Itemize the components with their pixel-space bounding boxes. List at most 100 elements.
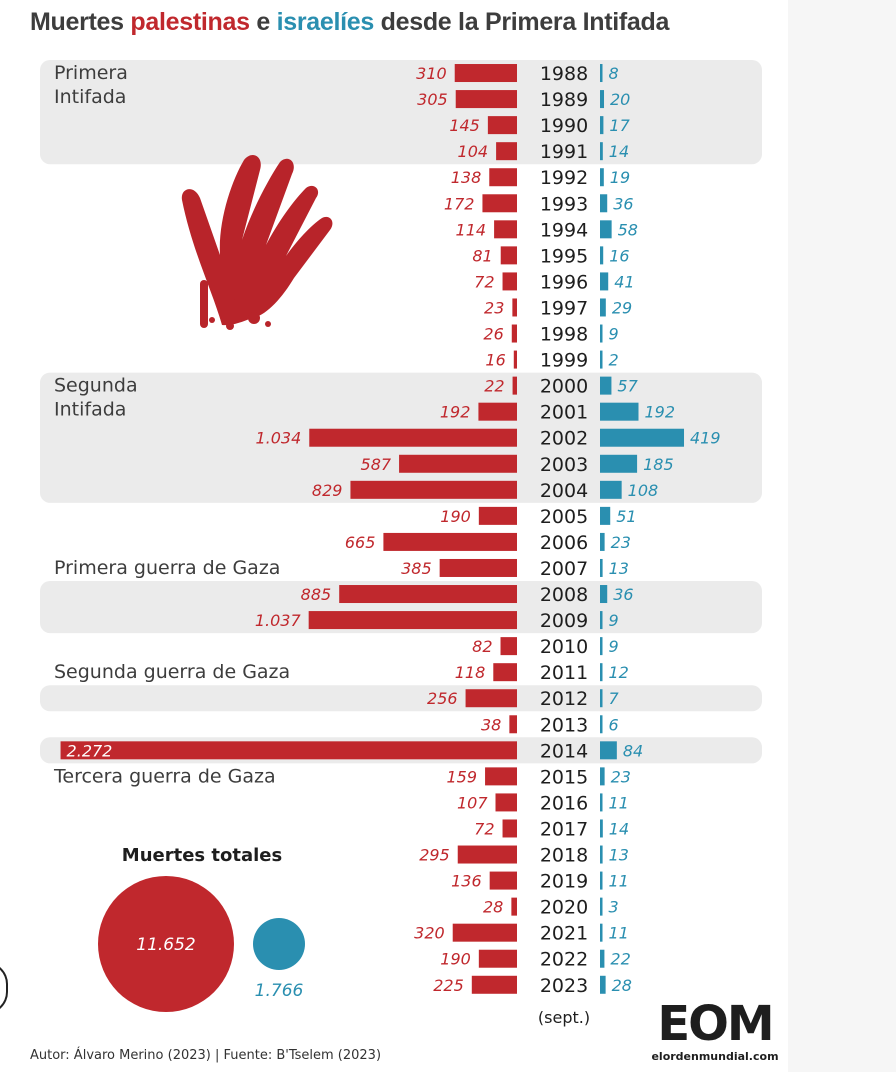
palestinian-bar — [482, 194, 517, 213]
palestinian-value-label: 82 — [472, 637, 492, 656]
palestinian-value-label: 320 — [414, 924, 445, 943]
israeli-bar — [600, 949, 605, 968]
israeli-bar — [600, 819, 603, 838]
right-margin — [788, 0, 896, 1072]
israeli-bar — [600, 793, 603, 812]
israeli-value-label: 2 — [609, 351, 619, 370]
palestinian-bar — [478, 949, 517, 968]
year-label: 1996 — [540, 271, 588, 293]
year-label: 2021 — [540, 923, 588, 945]
palestinian-value-label: 190 — [440, 507, 471, 526]
logo-url: elordenmundial.com — [651, 1050, 779, 1063]
israeli-value-label: 84 — [623, 741, 643, 760]
title-palestinian: palestinas — [130, 8, 250, 36]
israeli-value-label: 22 — [610, 950, 630, 969]
israeli-bar — [600, 506, 611, 525]
year-label: 2004 — [540, 480, 588, 502]
edge-handle[interactable] — [0, 962, 8, 1014]
infographic: Muertes palestinas e israelíes desde la … — [22, 0, 788, 1072]
palestinian-value-label: 114 — [456, 220, 487, 239]
palestinian-value-label: 295 — [419, 846, 450, 865]
year-label: 2019 — [540, 871, 588, 893]
palestinian-value-label: 16 — [485, 351, 505, 370]
israeli-value-label: 9 — [609, 637, 619, 656]
title-part-2: e — [249, 8, 277, 36]
israeli-bar — [600, 663, 603, 682]
palestinian-bar — [399, 454, 517, 473]
blood-drip — [200, 280, 208, 328]
blood-drop — [230, 298, 250, 318]
year-label: 2022 — [540, 949, 588, 971]
israeli-bar — [600, 220, 612, 239]
palestinian-value-label: 829 — [312, 481, 343, 500]
year-label: 2020 — [540, 897, 588, 919]
palestinian-bar — [495, 793, 517, 812]
palestinian-value-label: 587 — [361, 455, 392, 474]
israeli-value-label: 14 — [609, 819, 629, 838]
totals-title: Muertes totales — [122, 845, 282, 866]
palestinian-bar — [511, 897, 517, 916]
palestinian-bar — [478, 402, 517, 421]
logo-mark: EOM — [657, 996, 774, 1052]
israeli-value-label: 58 — [618, 220, 638, 239]
palestinian-value-label: 305 — [417, 90, 448, 109]
period-band — [40, 60, 762, 165]
palestinian-value-label: 138 — [451, 168, 482, 187]
palestinian-bar — [500, 637, 517, 656]
israeli-bar — [600, 741, 617, 760]
palestinian-bar — [439, 558, 517, 577]
period-band — [40, 685, 762, 712]
israeli-bar — [600, 168, 604, 187]
israeli-bar — [600, 689, 603, 708]
palestinian-value-label: 172 — [444, 194, 475, 213]
israeli-value-label: 51 — [616, 507, 636, 526]
israeli-value-label: 19 — [610, 168, 630, 187]
palestinian-value-label: 38 — [481, 715, 501, 734]
palestinian-bar — [513, 350, 517, 369]
palestinian-bar — [457, 845, 517, 864]
israeli-bars: 8201714193658164129925719241918510851231… — [600, 64, 721, 995]
palestinian-value-label: 136 — [451, 872, 482, 891]
period-label: Segunda — [54, 375, 138, 397]
palestinian-bar — [478, 506, 517, 525]
blood-drop — [209, 317, 215, 323]
israeli-bar — [600, 454, 638, 473]
palestinian-value-label: 665 — [345, 533, 376, 552]
israeli-value-label: 9 — [609, 611, 619, 630]
palestinian-bar — [502, 272, 517, 291]
israeli-value-label: 36 — [613, 194, 633, 213]
period-label: Primera — [54, 62, 128, 84]
period-band — [40, 581, 762, 634]
title-part-3: desde la Primera Intifada — [374, 8, 670, 36]
israeli-bar — [600, 64, 603, 83]
year-label: 1993 — [540, 193, 588, 215]
blood-drop — [265, 321, 271, 327]
israeli-bar — [600, 480, 622, 499]
year-label: 2002 — [540, 428, 588, 450]
palestinian-value-label: 26 — [483, 325, 503, 344]
israeli-bar — [600, 715, 603, 734]
israeli-value-label: 11 — [609, 793, 629, 812]
israeli-value-label: 7 — [609, 689, 620, 708]
year-label: 2016 — [540, 792, 588, 814]
israeli-bar — [600, 142, 603, 161]
israeli-value-label: 16 — [609, 246, 629, 265]
israeli-bar — [600, 585, 608, 604]
palestinian-value-label: 118 — [455, 663, 486, 682]
israeli-bar — [600, 975, 606, 994]
palestinian-bar — [485, 767, 517, 786]
year-label: 2001 — [540, 402, 588, 424]
israeli-value-label: 41 — [614, 272, 634, 291]
israeli-value-label: 20 — [610, 90, 630, 109]
palestinian-value-label: 225 — [433, 976, 464, 995]
bloody-hand-icon — [181, 155, 333, 330]
year-label: 2011 — [540, 662, 588, 684]
year-label: 2007 — [540, 558, 588, 580]
palestinian-bar — [511, 324, 517, 343]
eom-logo-icon[interactable]: EOM elordenmundial.com — [640, 1000, 790, 1068]
israeli-value-label: 185 — [643, 455, 674, 474]
period-label: Segunda guerra de Gaza — [54, 661, 290, 683]
palestinian-bar — [308, 611, 517, 630]
